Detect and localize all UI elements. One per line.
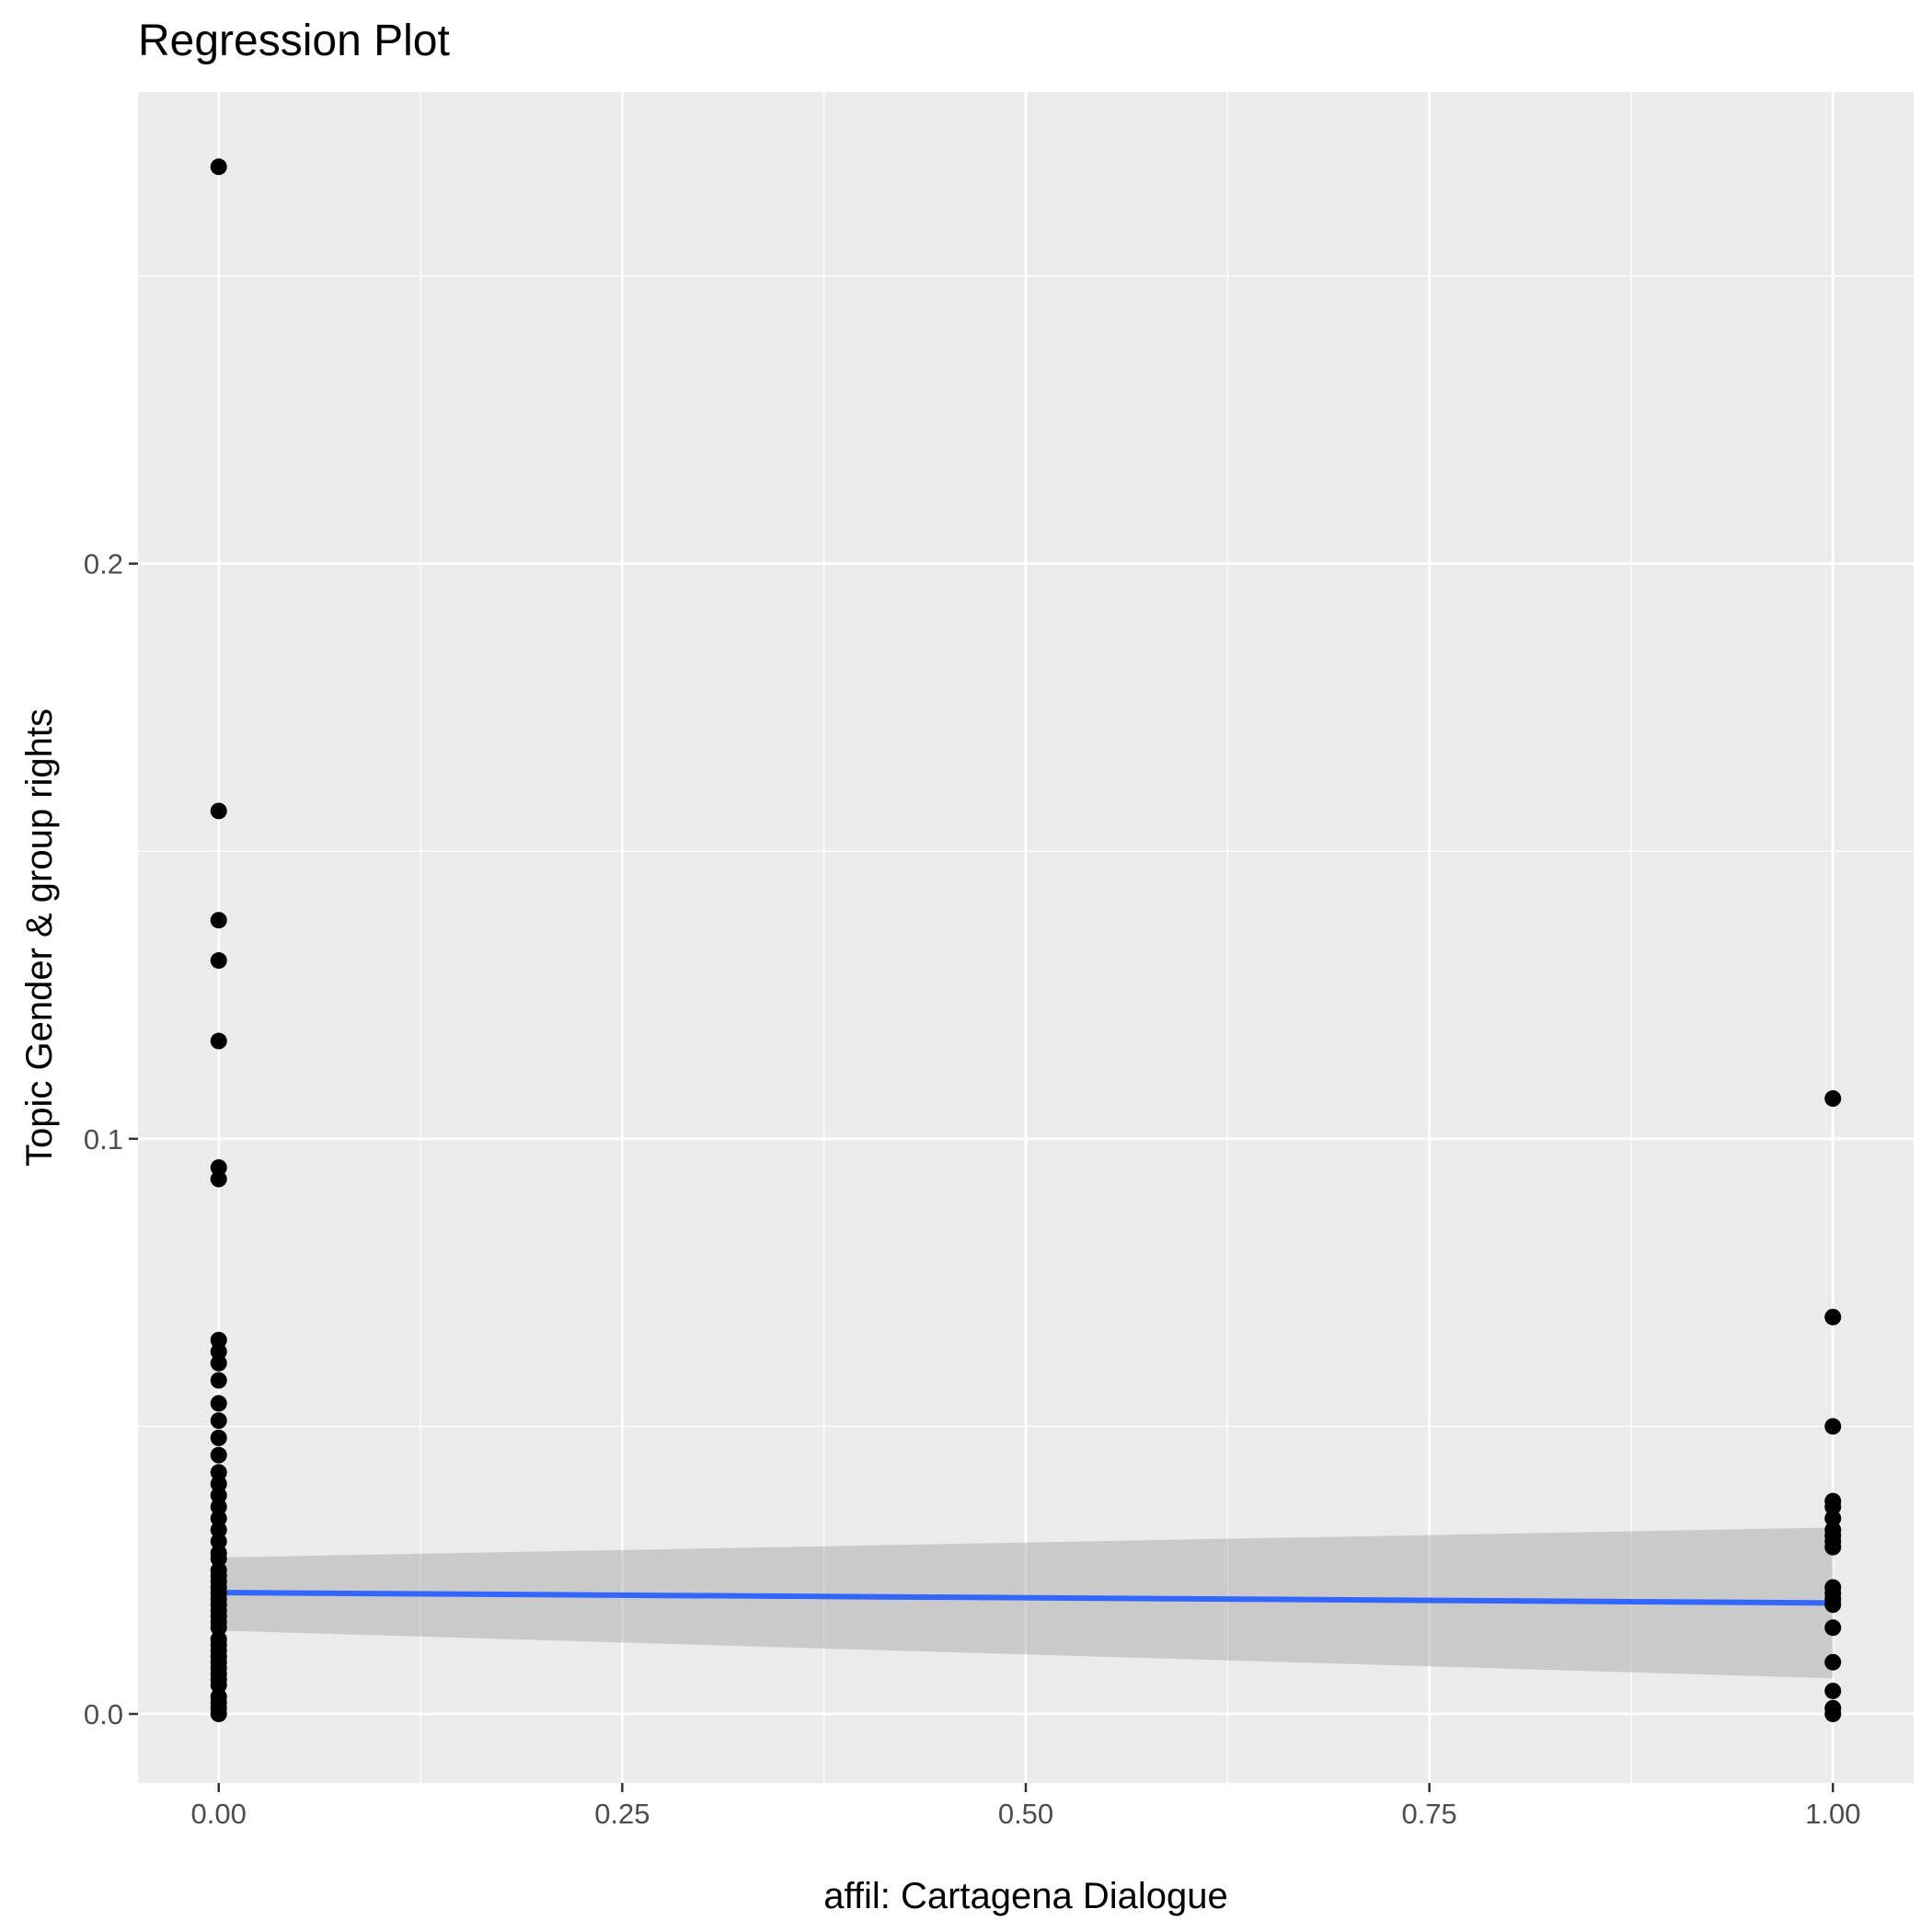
x-tick-label: 1.00 <box>1805 1798 1860 1830</box>
data-point <box>210 1032 227 1050</box>
chart-title: Regression Plot <box>138 17 450 65</box>
data-point <box>210 1487 227 1504</box>
data-point <box>210 1412 227 1430</box>
data-point <box>1824 1705 1842 1722</box>
x-axis-label: affil: Cartagena Dialogue <box>823 1876 1228 1916</box>
y-tick-label: 0.2 <box>84 548 123 581</box>
data-point <box>1824 1498 1842 1515</box>
data-point <box>210 1676 227 1694</box>
data-point <box>210 1395 227 1412</box>
data-point <box>210 1475 227 1492</box>
y-tick-label: 0.1 <box>84 1123 123 1156</box>
data-point <box>210 1619 227 1637</box>
data-point <box>210 1170 227 1188</box>
confidence-ribbon <box>218 1527 1834 1679</box>
y-axis-label: Topic Gender & group rights <box>19 708 60 1167</box>
data-points <box>210 158 1842 1722</box>
data-point <box>1824 1510 1842 1527</box>
x-tick-label: 0.00 <box>191 1798 247 1830</box>
regression-line <box>218 1590 1834 1606</box>
x-tick-label: 0.25 <box>594 1798 650 1830</box>
data-point <box>210 1533 227 1550</box>
data-point <box>210 1521 227 1538</box>
data-point <box>1824 1682 1842 1699</box>
data-point <box>210 1331 227 1349</box>
data-point <box>210 1372 227 1389</box>
data-point <box>1824 1619 1842 1637</box>
data-point <box>210 1498 227 1515</box>
x-tick-label: 0.75 <box>1401 1798 1456 1830</box>
y-axis: 0.0 0.1 0.2 <box>84 548 138 1731</box>
data-point <box>1824 1090 1842 1108</box>
data-point <box>1824 1308 1842 1326</box>
data-point <box>210 1159 227 1177</box>
major-gridlines <box>138 92 1914 1783</box>
data-point <box>210 158 227 176</box>
data-point <box>210 1510 227 1527</box>
x-tick-label: 0.50 <box>998 1798 1053 1830</box>
data-point <box>1824 1596 1842 1614</box>
data-point <box>210 1464 227 1481</box>
data-point <box>210 1705 227 1722</box>
data-point <box>210 1550 227 1568</box>
data-point <box>1824 1653 1842 1671</box>
y-tick-label: 0.0 <box>84 1698 123 1731</box>
data-point <box>210 802 227 820</box>
x-axis: 0.00 0.25 0.50 0.75 1.00 <box>191 1783 1860 1830</box>
data-point <box>1824 1538 1842 1556</box>
data-point <box>210 1446 227 1464</box>
data-point <box>210 952 227 970</box>
data-point <box>210 1429 227 1446</box>
data-point <box>210 1354 227 1372</box>
data-point <box>210 1343 227 1361</box>
data-point <box>210 912 227 929</box>
data-point <box>1824 1418 1842 1435</box>
